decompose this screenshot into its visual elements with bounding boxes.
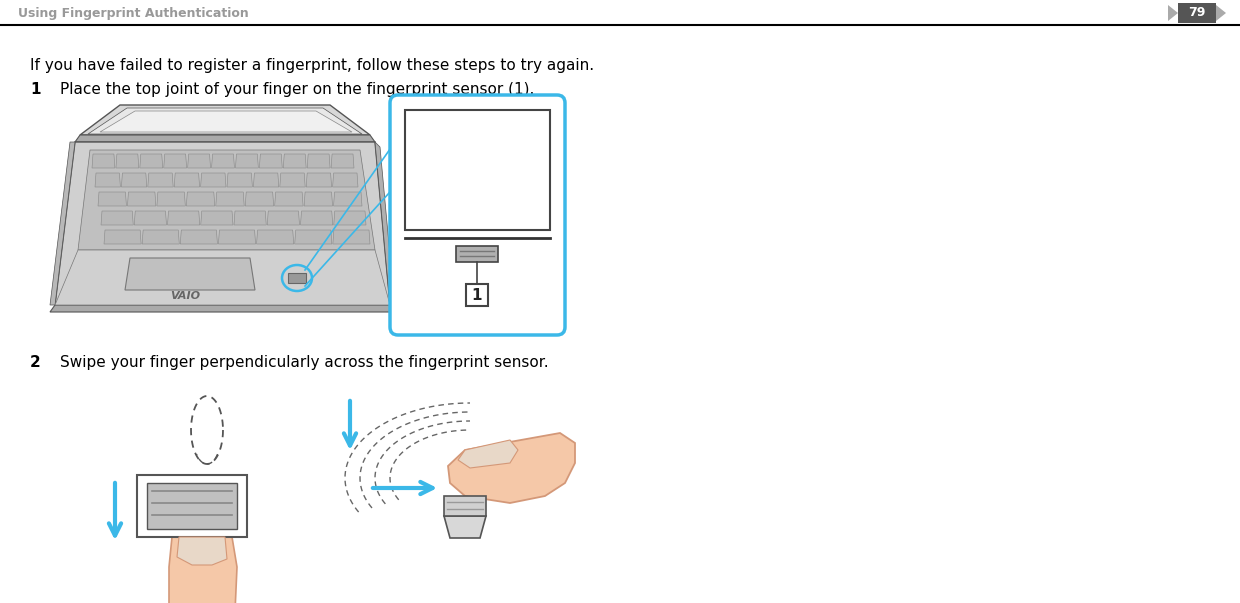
Polygon shape: [100, 211, 133, 225]
Polygon shape: [169, 537, 237, 603]
Polygon shape: [280, 173, 305, 187]
Polygon shape: [148, 173, 174, 187]
Polygon shape: [134, 211, 166, 225]
Text: 1: 1: [471, 288, 482, 303]
Polygon shape: [92, 154, 115, 168]
Polygon shape: [331, 154, 353, 168]
Polygon shape: [300, 211, 332, 225]
Polygon shape: [115, 154, 139, 168]
Polygon shape: [55, 142, 391, 305]
FancyBboxPatch shape: [405, 110, 551, 230]
Polygon shape: [458, 440, 518, 468]
Polygon shape: [157, 192, 185, 206]
Polygon shape: [295, 230, 332, 244]
Polygon shape: [283, 154, 306, 168]
Polygon shape: [143, 230, 180, 244]
FancyBboxPatch shape: [288, 273, 306, 283]
Text: Using Fingerprint Authentication: Using Fingerprint Authentication: [19, 7, 249, 19]
Polygon shape: [50, 305, 396, 312]
Polygon shape: [140, 154, 162, 168]
Polygon shape: [268, 211, 300, 225]
Polygon shape: [74, 135, 374, 142]
Polygon shape: [448, 433, 575, 503]
Text: If you have failed to register a fingerprint, follow these steps to try again.: If you have failed to register a fingerp…: [30, 58, 594, 73]
FancyBboxPatch shape: [1178, 3, 1216, 23]
FancyBboxPatch shape: [136, 475, 247, 537]
Text: 1: 1: [30, 82, 41, 97]
Polygon shape: [98, 192, 126, 206]
Text: VAIO: VAIO: [170, 291, 200, 301]
Polygon shape: [259, 154, 283, 168]
Polygon shape: [180, 230, 217, 244]
FancyBboxPatch shape: [456, 246, 498, 262]
Polygon shape: [234, 211, 267, 225]
Polygon shape: [212, 154, 234, 168]
Text: 79: 79: [1188, 7, 1205, 19]
Polygon shape: [332, 173, 358, 187]
Polygon shape: [218, 230, 255, 244]
Polygon shape: [128, 192, 156, 206]
Polygon shape: [50, 142, 74, 305]
FancyBboxPatch shape: [148, 483, 237, 529]
FancyBboxPatch shape: [391, 95, 565, 335]
FancyBboxPatch shape: [444, 496, 486, 516]
Polygon shape: [374, 142, 396, 310]
Polygon shape: [334, 211, 366, 225]
Polygon shape: [95, 173, 120, 187]
Polygon shape: [236, 154, 258, 168]
Polygon shape: [167, 211, 200, 225]
Polygon shape: [122, 173, 146, 187]
Polygon shape: [177, 537, 227, 565]
Polygon shape: [253, 173, 279, 187]
Polygon shape: [88, 108, 362, 134]
Polygon shape: [164, 154, 187, 168]
Polygon shape: [246, 192, 274, 206]
Polygon shape: [1168, 5, 1178, 21]
Polygon shape: [55, 250, 391, 305]
Polygon shape: [81, 105, 370, 135]
Polygon shape: [125, 258, 255, 290]
Polygon shape: [201, 173, 226, 187]
Polygon shape: [306, 173, 331, 187]
Polygon shape: [257, 230, 294, 244]
Polygon shape: [216, 192, 244, 206]
Text: Swipe your finger perpendicularly across the fingerprint sensor.: Swipe your finger perpendicularly across…: [60, 355, 548, 370]
Polygon shape: [227, 173, 253, 187]
Polygon shape: [100, 111, 352, 132]
Polygon shape: [334, 192, 362, 206]
Polygon shape: [104, 230, 141, 244]
Polygon shape: [332, 230, 370, 244]
Polygon shape: [78, 150, 374, 250]
Polygon shape: [275, 192, 303, 206]
Polygon shape: [304, 192, 332, 206]
Text: Place the top joint of your finger on the fingerprint sensor (1).: Place the top joint of your finger on th…: [60, 82, 534, 97]
Polygon shape: [1216, 5, 1226, 21]
Polygon shape: [186, 192, 215, 206]
Polygon shape: [174, 173, 200, 187]
Polygon shape: [187, 154, 211, 168]
Polygon shape: [201, 211, 233, 225]
Text: 2: 2: [30, 355, 41, 370]
Polygon shape: [444, 516, 486, 538]
FancyBboxPatch shape: [466, 284, 489, 306]
Polygon shape: [308, 154, 330, 168]
